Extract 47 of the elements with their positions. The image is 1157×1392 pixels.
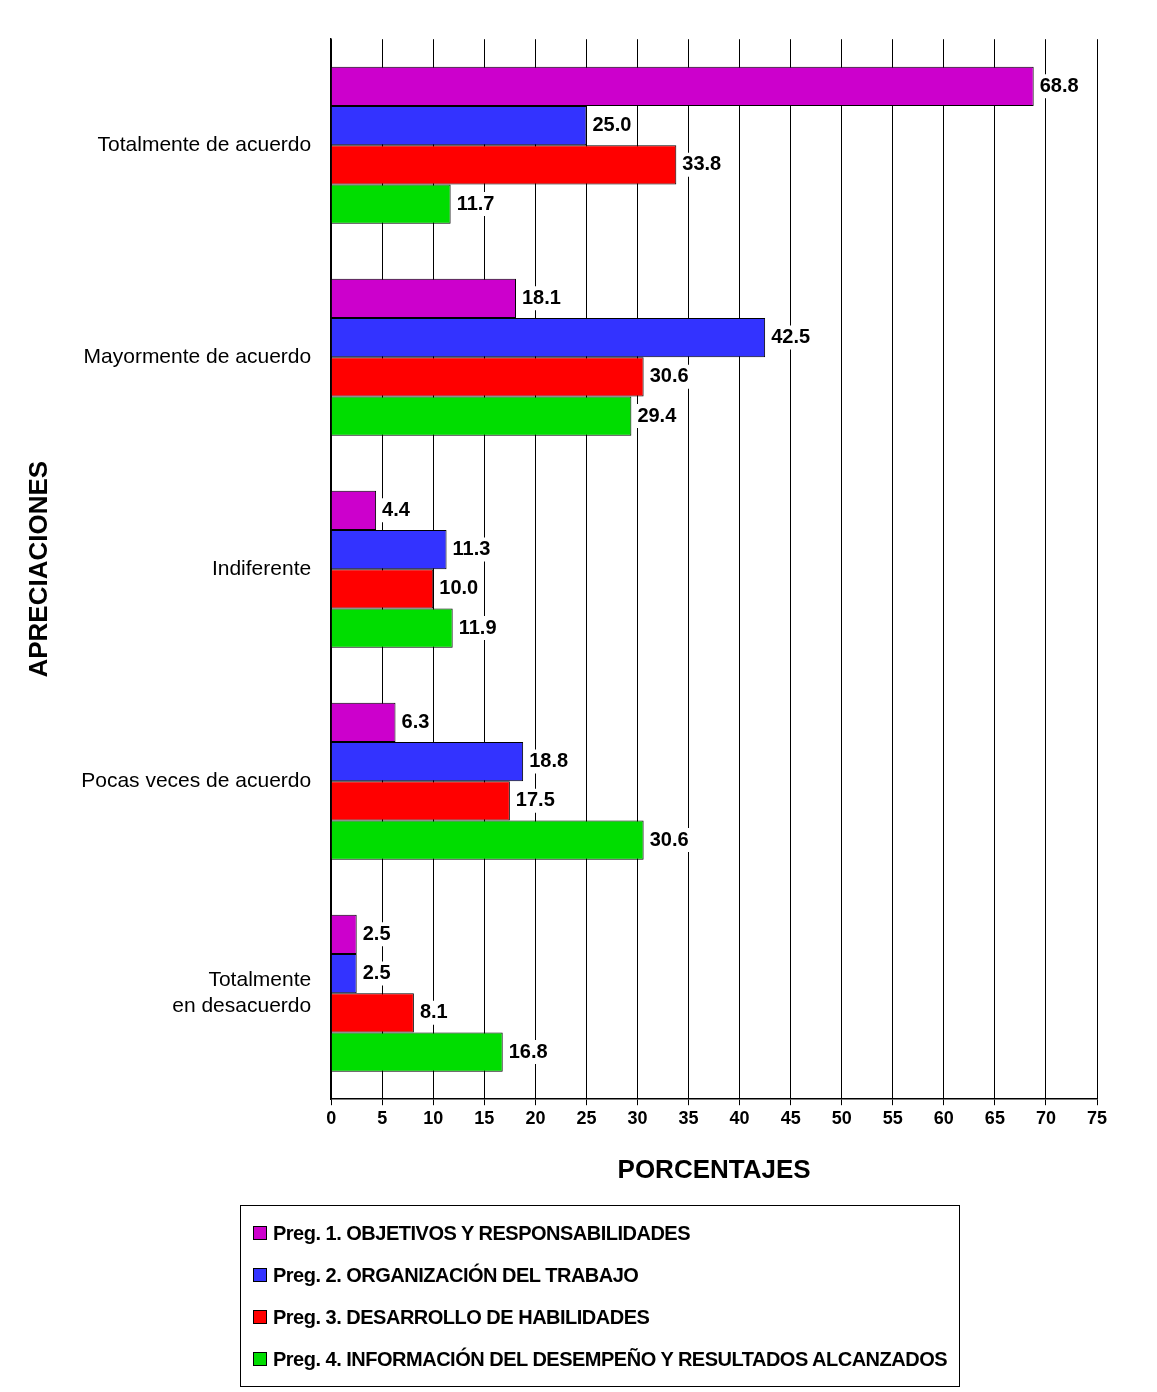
x-tick-label: 5 — [377, 1107, 388, 1128]
data-label: 10.0 — [439, 576, 479, 599]
x-tick-label: 0 — [326, 1107, 337, 1128]
x-tick-label: 25 — [576, 1107, 597, 1128]
data-label: 11.9 — [458, 615, 497, 638]
data-label: 33.8 — [682, 152, 722, 175]
y-tick-label: Indiferente — [211, 556, 312, 579]
data-label: 25.0 — [592, 113, 632, 136]
data-label: 8.1 — [419, 1000, 448, 1023]
x-tick-label: 60 — [933, 1107, 954, 1128]
x-tick-label: 15 — [474, 1107, 495, 1128]
y-axis-title: APRECIACIONES — [22, 460, 53, 678]
legend-label: Preg. 2. ORGANIZACIÓN DEL TRABAJO — [273, 1263, 639, 1287]
y-tick-label: Totalmente en desacuerdo — [172, 967, 312, 1016]
data-label: 30.6 — [649, 827, 689, 850]
data-label: 11.3 — [452, 537, 491, 560]
x-tick-label: 75 — [1086, 1107, 1108, 1128]
data-label: 2.5 — [362, 961, 391, 984]
data-label: 2.5 — [362, 921, 391, 944]
legend-label: Preg. 1. OBJETIVOS Y RESPONSABILIDADES — [273, 1221, 691, 1245]
data-label: 17.5 — [515, 788, 555, 811]
y-tick-label: Pocas veces de acuerdo — [81, 768, 312, 791]
y-tick-label: Totalmente de acuerdo — [97, 132, 312, 155]
data-label: 68.8 — [1039, 73, 1079, 96]
x-tick-label: 40 — [729, 1107, 750, 1128]
x-tick-label: 10 — [423, 1107, 444, 1128]
data-label: 4.4 — [382, 497, 411, 520]
x-tick-label: 30 — [627, 1107, 648, 1128]
legend-label: Preg. 4. INFORMACIÓN DEL DESEMPEÑO Y RESULTADOS ALCANZADOS — [273, 1347, 948, 1371]
data-label: 6.3 — [401, 709, 430, 732]
x-tick-label: 50 — [831, 1107, 852, 1128]
y-tick-label: Mayormente de acuerdo — [83, 344, 312, 367]
x-axis-title: PORCENTAJES — [617, 1153, 811, 1184]
x-tick-label: 45 — [780, 1107, 801, 1128]
data-label: 16.8 — [508, 1039, 548, 1062]
data-label: 11.7 — [456, 191, 495, 214]
data-label: 42.5 — [771, 325, 811, 348]
x-tick-label: 65 — [984, 1107, 1005, 1128]
data-label: 18.1 — [521, 285, 561, 308]
x-tick-label: 70 — [1035, 1107, 1056, 1128]
legend-label: Preg. 3. DESARROLLO DE HABILIDADES — [273, 1305, 650, 1329]
data-label: 29.4 — [637, 403, 678, 426]
x-tick-label: 55 — [882, 1107, 903, 1128]
x-tick-label: 20 — [525, 1107, 546, 1128]
x-tick-label: 35 — [678, 1107, 699, 1128]
data-label: 30.6 — [649, 364, 689, 387]
data-label: 18.8 — [529, 749, 569, 772]
